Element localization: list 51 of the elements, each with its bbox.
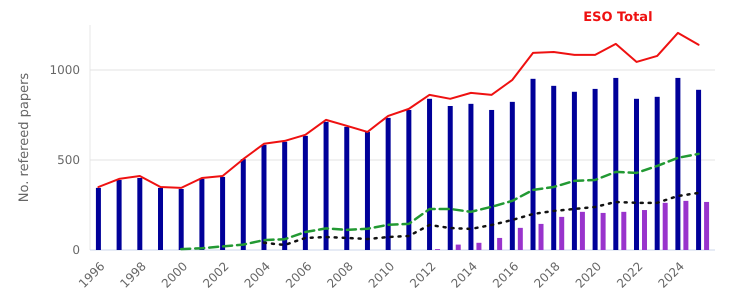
bar: [344, 126, 350, 250]
bar: [696, 90, 702, 250]
bar: [116, 180, 122, 250]
bar: [199, 178, 204, 250]
bar: [261, 144, 266, 250]
bar: [600, 212, 606, 250]
bar: [683, 200, 688, 250]
bar: [621, 212, 626, 250]
bar: [654, 96, 660, 250]
bar: [96, 188, 101, 250]
bar: [406, 110, 412, 250]
bar: [518, 228, 523, 250]
y-tick-label: 1000: [49, 63, 80, 78]
bar: [468, 104, 474, 250]
bar: [530, 78, 536, 250]
bar: [220, 176, 226, 250]
bar: [240, 159, 246, 250]
bar: [572, 92, 577, 250]
bar: [456, 244, 461, 250]
bar: [302, 136, 308, 250]
bar: [634, 98, 639, 250]
y-tick-label: 500: [57, 153, 80, 168]
bar: [510, 102, 515, 250]
bar: [675, 78, 680, 250]
bar: [580, 212, 585, 250]
line-series: [97, 32, 700, 189]
bar: [137, 178, 142, 250]
bar: [704, 202, 710, 250]
bar: [386, 118, 391, 250]
bar: [559, 216, 564, 250]
bar: [178, 188, 184, 250]
bar: [427, 98, 432, 250]
bar: [489, 110, 494, 250]
line-series: [180, 152, 700, 250]
bar: [324, 122, 329, 250]
bar: [592, 88, 598, 250]
bar: [662, 202, 668, 250]
y-axis-title: No. refereed papers: [17, 72, 32, 202]
line-series: [262, 192, 700, 246]
bar: [642, 210, 647, 250]
bar: [476, 242, 482, 250]
bar: [538, 224, 544, 250]
bar: [282, 142, 288, 250]
bar: [448, 106, 453, 250]
series-label: ESO Total: [583, 10, 653, 25]
bar: [158, 188, 164, 250]
y-tick-label: 0: [72, 243, 80, 258]
bar: [364, 132, 370, 250]
bar: [551, 86, 556, 250]
bar: [613, 78, 618, 250]
bar: [497, 238, 502, 250]
